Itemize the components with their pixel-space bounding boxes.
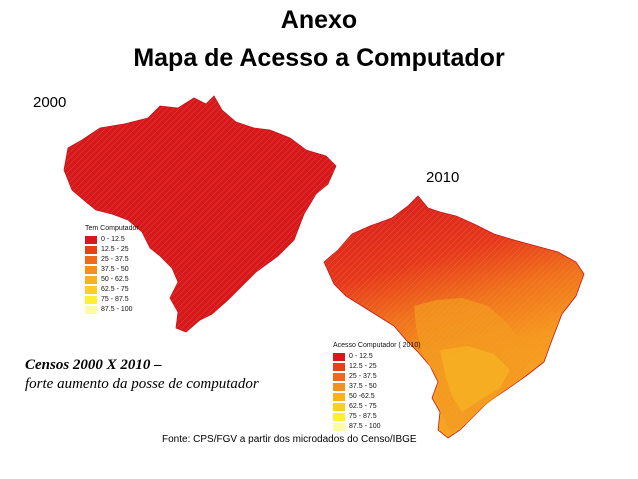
legend-2000-swatch — [85, 306, 97, 314]
legend-2010-swatch — [333, 423, 345, 431]
legend-2000-swatch — [85, 286, 97, 294]
legend-2010-swatch — [333, 383, 345, 391]
legend-2010-item: 37.5 - 50 — [333, 382, 421, 392]
legend-2010-label: 87.5 - 100 — [349, 423, 381, 430]
caption: Censos 2000 X 2010 – forte aumento da po… — [25, 357, 259, 393]
brazil-map-2000 — [63, 95, 337, 333]
legend-2000-swatch — [85, 256, 97, 264]
legend-2010-item: 50 -62.5 — [333, 392, 421, 402]
legend-2010-label: 50 -62.5 — [349, 393, 375, 400]
legend-2010-label: 37.5 - 50 — [349, 383, 377, 390]
legend-2010-swatch — [333, 353, 345, 361]
legend-2010-swatch — [333, 413, 345, 421]
legend-2010-item: 12.5 - 25 — [333, 362, 421, 372]
legend-2000-label: 12.5 - 25 — [101, 246, 129, 253]
legend-2010-swatch — [333, 363, 345, 371]
legend-2000: Tem Computador 0 - 12.5 12.5 - 25 25 - 37.… — [85, 224, 139, 315]
legend-2000-swatch — [85, 266, 97, 274]
slide-subtitle: Mapa de Acesso a Computador — [133, 44, 505, 72]
legend-2010-label: 62.5 - 75 — [349, 403, 377, 410]
legend-2010-title: Acesso Computador ( 2010) — [333, 342, 421, 349]
legend-2000-label: 0 - 12.5 — [101, 236, 125, 243]
year-label-2010: 2010 — [426, 169, 460, 186]
legend-2010-item: 75 - 87.5 — [333, 412, 421, 422]
legend-2010: Acesso Computador ( 2010) 0 - 12.5 12.5 -… — [333, 341, 421, 432]
legend-2000-item: 50 - 62.5 — [85, 275, 139, 285]
legend-2010-swatch — [333, 403, 345, 411]
legend-2000-label: 87.5 - 100 — [101, 306, 133, 313]
legend-2000-swatch — [85, 276, 97, 284]
legend-2010-swatch — [333, 393, 345, 401]
legend-2000-swatch — [85, 296, 97, 304]
legend-2000-item: 37.5 - 50 — [85, 265, 139, 275]
legend-2010-item: 25 - 37.5 — [333, 372, 421, 382]
legend-2000-label: 25 - 37.5 — [101, 256, 129, 263]
legend-2000-swatch — [85, 246, 97, 254]
legend-2010-label: 75 - 87.5 — [349, 413, 377, 420]
legend-2010-label: 12.5 - 25 — [349, 363, 377, 370]
legend-2000-item: 12.5 - 25 — [85, 245, 139, 255]
legend-2000-label: 50 - 62.5 — [101, 276, 129, 283]
legend-2000-label: 75 - 87.5 — [101, 296, 129, 303]
legend-2000-item: 75 - 87.5 — [85, 295, 139, 305]
legend-2000-label: 37.5 - 50 — [101, 266, 129, 273]
legend-2010-item: 62.5 - 75 — [333, 402, 421, 412]
legend-2010-item: 0 - 12.5 — [333, 352, 421, 362]
slide-title: Anexo — [280, 6, 358, 34]
legend-2010-label: 0 - 12.5 — [349, 353, 373, 360]
source-note: Fonte: CPS/FGV a partir dos microdados d… — [162, 434, 417, 445]
legend-2000-label: 62.5 - 75 — [101, 286, 129, 293]
legend-2000-title: Tem Computador — [85, 225, 139, 232]
legend-2010-swatch — [333, 373, 345, 381]
caption-line-2: forte aumento da posse de computador — [25, 376, 259, 392]
legend-2000-item: 25 - 37.5 — [85, 255, 139, 265]
legend-2000-item: 87.5 - 100 — [85, 305, 139, 315]
caption-line-1: Censos 2000 X 2010 – — [25, 357, 162, 373]
brazil-map-2010 — [323, 195, 585, 439]
legend-2000-swatch — [85, 236, 97, 244]
legend-2010-item: 87.5 - 100 — [333, 422, 421, 432]
legend-2000-item: 0 - 12.5 — [85, 235, 139, 245]
legend-2010-label: 25 - 37.5 — [349, 373, 377, 380]
legend-2000-item: 62.5 - 75 — [85, 285, 139, 295]
year-label-2000: 2000 — [33, 94, 67, 111]
